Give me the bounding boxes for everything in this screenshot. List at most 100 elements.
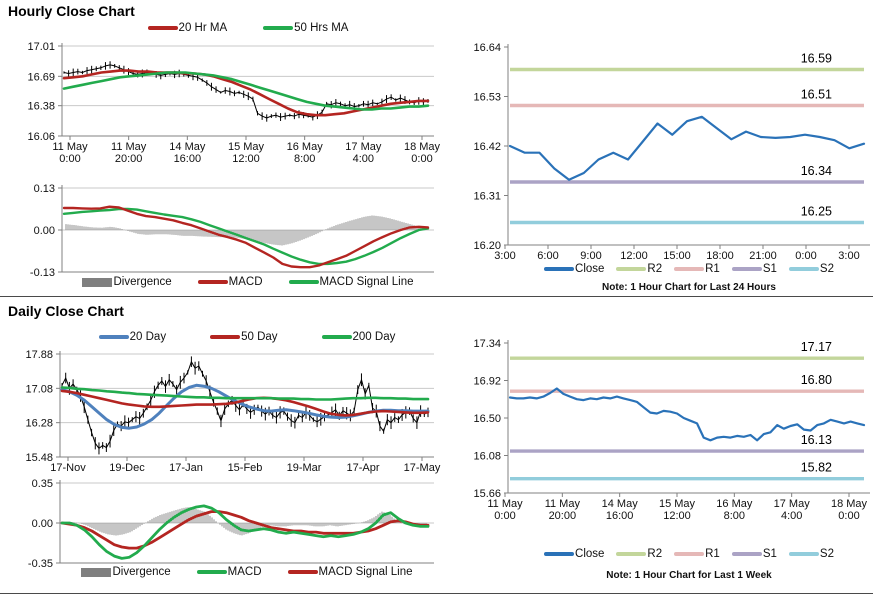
legend-line-swatch <box>674 552 705 556</box>
svg-text:0:00: 0:00 <box>59 153 80 165</box>
axes <box>59 480 434 564</box>
legend-line-swatch <box>288 280 319 284</box>
legend-line-swatch <box>616 267 647 271</box>
svg-text:0.00: 0.00 <box>34 225 55 237</box>
legend-line-swatch <box>98 335 129 339</box>
legend-line-swatch <box>674 267 705 271</box>
svg-text:17-Jan: 17-Jan <box>169 462 203 474</box>
svg-text:-0.13: -0.13 <box>30 267 55 279</box>
legend-bar-swatch <box>81 567 112 577</box>
legend-label: R2 <box>647 263 663 275</box>
legend-line-swatch <box>210 335 241 339</box>
intraday-note: Note: 1 Hour Chart for Last 24 Hours <box>602 282 776 293</box>
svg-text:0:00: 0:00 <box>838 510 859 522</box>
x-axis-labels: 3:00 6:00 9:00 12:00 15:00 18:00 21:00 0:00 3:00 <box>494 245 860 262</box>
pivot-levels: 16.59 16.51 16.34 16.25 <box>510 52 864 225</box>
svg-text:6:00: 6:00 <box>537 250 558 262</box>
legend-line-swatch <box>321 335 352 339</box>
svg-text:0.35: 0.35 <box>32 478 53 490</box>
svg-text:19-Dec: 19-Dec <box>109 462 145 474</box>
svg-text:19-Mar: 19-Mar <box>287 462 322 474</box>
x-axis-labels: 17-Nov 19-Dec 17-Jan 15-Feb 19-Mar 17-Apr 17-M… <box>50 457 441 474</box>
daily-macd-legend: Divergence MACD MACD Signal Line <box>60 566 434 578</box>
legend-label: S1 <box>762 548 777 560</box>
axes <box>61 185 434 273</box>
svg-text:15.48: 15.48 <box>25 452 53 464</box>
legend-label: MACD <box>228 276 263 288</box>
svg-text:21:00: 21:00 <box>749 250 777 262</box>
svg-text:16.34: 16.34 <box>801 164 832 178</box>
y-axis-labels: 16.64 16.53 16.42 16.31 16.20 <box>473 42 508 252</box>
legend-line-swatch <box>544 552 575 556</box>
legend-item-macd: MACD <box>196 566 262 578</box>
legend-item-20-day: 20 Day <box>98 331 166 343</box>
axes <box>59 351 434 458</box>
legend-label: S2 <box>819 263 834 275</box>
svg-text:17.08: 17.08 <box>25 383 53 395</box>
daily-macd-chart: 0.35 0.00 -0.35 <box>28 478 434 570</box>
legend-label: S1 <box>762 263 777 275</box>
svg-text:16.25: 16.25 <box>801 205 832 219</box>
legend-line-swatch <box>544 267 575 271</box>
svg-text:12:00: 12:00 <box>663 510 691 522</box>
svg-text:15.66: 15.66 <box>473 488 501 500</box>
svg-text:12:00: 12:00 <box>232 153 260 165</box>
legend-line-swatch <box>788 267 819 271</box>
legend-item-r1: R1 <box>674 263 720 275</box>
daily-section-title: Daily Close Chart <box>8 303 124 319</box>
legend-label: Close <box>575 263 605 275</box>
legend-item-r2: R2 <box>616 263 662 275</box>
svg-text:14 May: 14 May <box>602 498 639 510</box>
legend-label: R1 <box>705 548 720 560</box>
hourly-macd-legend: Divergence MACD MACD Signal Line <box>62 276 434 288</box>
svg-text:17.88: 17.88 <box>25 349 53 361</box>
svg-text:9:00: 9:00 <box>580 250 601 262</box>
svg-text:11 May: 11 May <box>111 141 147 153</box>
svg-text:17-May: 17-May <box>404 462 441 474</box>
legend-item-s1: S1 <box>731 263 777 275</box>
svg-text:8:00: 8:00 <box>294 153 315 165</box>
svg-text:16.20: 16.20 <box>473 240 501 252</box>
legend-bar-swatch <box>82 277 113 287</box>
svg-text:12:00: 12:00 <box>620 250 648 262</box>
legend-label: 50 Day <box>241 331 278 343</box>
axes <box>61 43 434 137</box>
svg-text:16.38: 16.38 <box>27 101 55 113</box>
svg-text:4:00: 4:00 <box>781 510 802 522</box>
series-macd <box>62 205 430 269</box>
legend-label: S2 <box>819 548 834 560</box>
hourly-price-legend: 20 Hr MA 50 Hrs MA <box>62 22 434 34</box>
y-axis-labels: 17.88 17.08 16.28 15.48 <box>25 349 60 464</box>
legend-item-r2: R2 <box>616 548 662 560</box>
legend-line-swatch <box>616 552 647 556</box>
legend-label: MACD Signal Line <box>319 276 414 288</box>
y-axis-labels: 17.01 16.69 16.38 16.06 <box>27 41 62 143</box>
svg-text:11 May: 11 May <box>52 141 88 153</box>
y-axis-labels: 0.13 0.00 -0.13 <box>30 183 62 279</box>
legend-item-macd: MACD <box>197 276 263 288</box>
svg-text:16.92: 16.92 <box>473 376 501 388</box>
svg-text:15:00: 15:00 <box>663 250 691 262</box>
legend-item-s2: S2 <box>788 263 834 275</box>
legend-line-swatch <box>731 552 762 556</box>
series-200-day <box>60 386 430 401</box>
svg-text:15 May: 15 May <box>228 141 265 153</box>
legend-label: Divergence <box>112 566 171 578</box>
svg-text:0:00: 0:00 <box>795 250 816 262</box>
legend-label: 200 Day <box>352 331 396 343</box>
svg-text:16.50: 16.50 <box>473 413 501 425</box>
legend-item-divergence: Divergence <box>81 566 171 578</box>
axes <box>507 340 870 494</box>
y-axis-labels: 0.35 0.00 -0.35 <box>28 478 60 570</box>
svg-text:18 May: 18 May <box>831 498 868 510</box>
legend-item-s1: S1 <box>731 548 777 560</box>
legend-item-r1: R1 <box>674 548 720 560</box>
svg-text:0:00: 0:00 <box>411 153 432 165</box>
svg-text:16.31: 16.31 <box>473 191 501 203</box>
svg-text:16.69: 16.69 <box>27 71 55 83</box>
intraday-pivot-legend: Close R2 R1 S1 S2 <box>508 263 870 275</box>
y-axis-labels: 17.34 16.92 16.50 16.08 15.66 <box>473 338 508 500</box>
